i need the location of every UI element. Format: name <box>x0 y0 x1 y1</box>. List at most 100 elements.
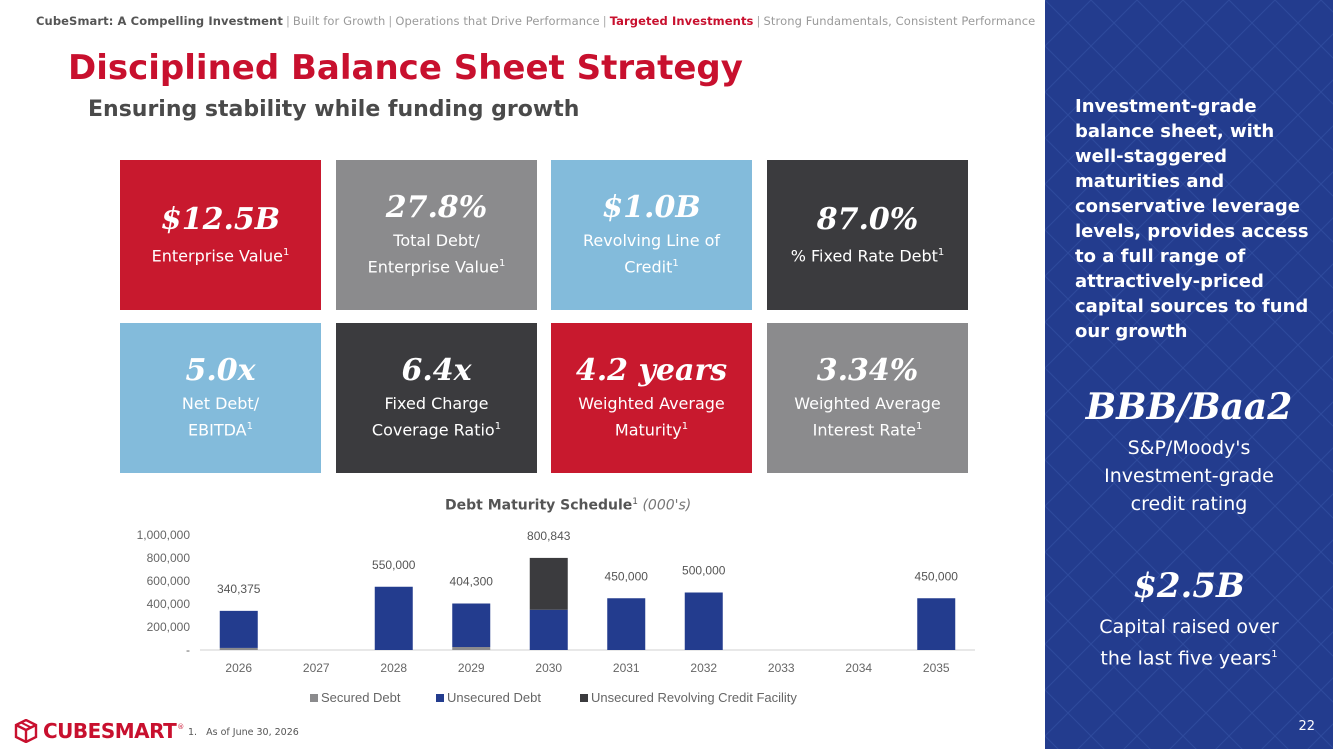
x-tick-label: 2032 <box>690 661 717 675</box>
legend-swatch <box>436 694 444 702</box>
data-label: 550,000 <box>372 558 416 572</box>
y-tick-label: - <box>186 643 190 657</box>
data-label: 500,000 <box>682 564 726 578</box>
tile-value: 3.34% <box>816 353 919 389</box>
footnote-marker: 1 <box>246 421 253 433</box>
x-tick-label: 2031 <box>613 661 640 675</box>
y-tick-label: 600,000 <box>147 574 191 588</box>
x-tick-label: 2033 <box>768 661 795 675</box>
breadcrumb-item[interactable]: Strong Fundamentals, Consistent Performa… <box>763 14 1036 28</box>
tile-label: Weighted Average Maturity1 <box>551 392 752 441</box>
tile-value: 5.0x <box>185 353 256 389</box>
breadcrumb-item[interactable]: Built for Growth <box>292 14 386 28</box>
breadcrumb-separator: | <box>285 14 290 28</box>
footnote-marker: 1 <box>1271 649 1278 660</box>
breadcrumb-separator: | <box>388 14 393 28</box>
breadcrumb-separator: | <box>602 14 607 28</box>
bar-segment <box>219 610 258 648</box>
bar-segment <box>529 557 568 610</box>
x-tick-label: 2030 <box>535 661 562 675</box>
y-tick-label: 1,000,000 <box>137 528 191 542</box>
footnote-marker: 1 <box>282 246 290 258</box>
footnote-marker: 1 <box>916 421 923 433</box>
page-number: 22 <box>1298 719 1315 734</box>
tile-label: Enterprise Value1 <box>142 241 300 267</box>
credit-rating-label: S&P/Moody's Investment-grade credit rati… <box>1045 434 1333 518</box>
tile-value: 4.2 years <box>575 353 728 389</box>
x-tick-label: 2029 <box>458 661 485 675</box>
metric-tile-enterprise-value: $12.5B Enterprise Value1 <box>120 160 321 310</box>
data-label: 450,000 <box>605 569 649 583</box>
metric-tile-weighted-maturity: 4.2 years Weighted Average Maturity1 <box>551 323 752 473</box>
footnote-marker: 1 <box>937 246 945 258</box>
data-label: 404,300 <box>450 575 494 589</box>
footnote-marker: 1 <box>498 258 506 270</box>
tile-label: % Fixed Rate Debt1 <box>781 241 955 267</box>
y-tick-label: 400,000 <box>147 597 191 611</box>
tile-label-text: Revolving Line of Credit <box>582 231 721 277</box>
background-pattern <box>1045 0 1333 749</box>
raised-label-line: the last five years1 <box>1045 641 1333 672</box>
tile-value: $12.5B <box>160 201 281 237</box>
logo-text: CUBESMART <box>43 719 177 743</box>
bar-segment <box>917 598 956 650</box>
x-tick-label: 2035 <box>923 661 950 675</box>
side-panel-text: Investment-grade balance sheet, with wel… <box>1075 96 1309 342</box>
credit-rating-value: BBB/Baa2 <box>1085 386 1293 428</box>
raised-label-text: the last five years <box>1100 647 1272 670</box>
legend-swatch <box>310 694 318 702</box>
tile-value: 27.8% <box>385 190 488 226</box>
logo[interactable]: CUBESMART ® <box>14 719 184 743</box>
x-tick-label: 2034 <box>845 661 872 675</box>
registered-mark: ® <box>177 723 185 731</box>
tile-label-text: Weighted Average Maturity <box>578 394 725 440</box>
rating-label-line: S&P/Moody's <box>1127 437 1251 459</box>
legend-label: Secured Debt <box>321 690 401 705</box>
tile-value: 87.0% <box>816 201 919 237</box>
metric-tile-debt-to-ev: 27.8% Total Debt/ Enterprise Value1 <box>336 160 537 310</box>
footnote-marker: 1 <box>632 497 638 507</box>
bar-segment <box>374 586 413 650</box>
capital-raised-label: Capital raised over the last five years1 <box>1045 613 1333 672</box>
tile-label-text: Fixed Charge Coverage Ratio <box>371 394 495 440</box>
x-tick-label: 2028 <box>380 661 407 675</box>
bar-segment <box>684 592 723 650</box>
chart-title-text: Debt Maturity Schedule <box>445 497 633 514</box>
metric-tile-revolving-credit: $1.0B Revolving Line of Credit1 <box>551 160 752 310</box>
raised-label-line: Capital raised over <box>1099 616 1279 638</box>
chart-unit: (000's) <box>642 497 692 514</box>
rating-label-line: credit rating <box>1130 493 1248 515</box>
footnote-marker: 1 <box>672 258 679 270</box>
breadcrumb-item-active[interactable]: Targeted Investments <box>609 14 754 28</box>
bar-segment <box>607 598 646 650</box>
metric-tile-net-debt-ebitda: 5.0x Net Debt/ EBITDA1 <box>120 323 321 473</box>
tile-label: Fixed Charge Coverage Ratio1 <box>336 392 537 441</box>
legend-swatch <box>580 694 588 702</box>
footnote-marker: 1 <box>681 421 689 433</box>
data-label: 340,375 <box>217 582 261 596</box>
data-label: 450,000 <box>915 569 959 583</box>
footnote-text: As of June 30, 2026 <box>206 727 299 738</box>
metric-tile-weighted-interest-rate: 3.34% Weighted Average Interest Rate1 <box>767 323 968 473</box>
breadcrumb-item[interactable]: Operations that Drive Performance <box>395 14 600 28</box>
x-tick-label: 2027 <box>303 661 330 675</box>
footnote-number: 1. <box>188 727 198 738</box>
page-subtitle: Ensuring stability while funding growth <box>88 97 580 122</box>
tile-label: Total Debt/ Enterprise Value1 <box>336 229 537 278</box>
tile-label-text: Weighted Average Interest Rate <box>794 394 941 440</box>
y-tick-label: 800,000 <box>147 551 191 565</box>
tile-label-text: Net Debt/ EBITDA <box>181 394 260 440</box>
x-tick-label: 2026 <box>225 661 252 675</box>
bar-segment <box>529 609 568 650</box>
footnote-marker: 1 <box>494 421 502 433</box>
metric-tile-fixed-rate-debt: 87.0% % Fixed Rate Debt1 <box>767 160 968 310</box>
breadcrumb: CubeSmart: A Compelling Investment | Built… <box>36 14 1035 28</box>
y-tick-label: 200,000 <box>147 620 191 634</box>
breadcrumb-item[interactable]: CubeSmart: A Compelling Investment <box>36 14 283 28</box>
tile-label: Net Debt/ EBITDA1 <box>120 392 321 441</box>
bar-segment <box>452 647 491 650</box>
tile-value: $1.0B <box>602 190 701 226</box>
bar-segment <box>219 647 258 650</box>
rating-label-line: Investment-grade <box>1104 465 1274 487</box>
legend-label: Unsecured Revolving Credit Facility <box>591 690 797 705</box>
